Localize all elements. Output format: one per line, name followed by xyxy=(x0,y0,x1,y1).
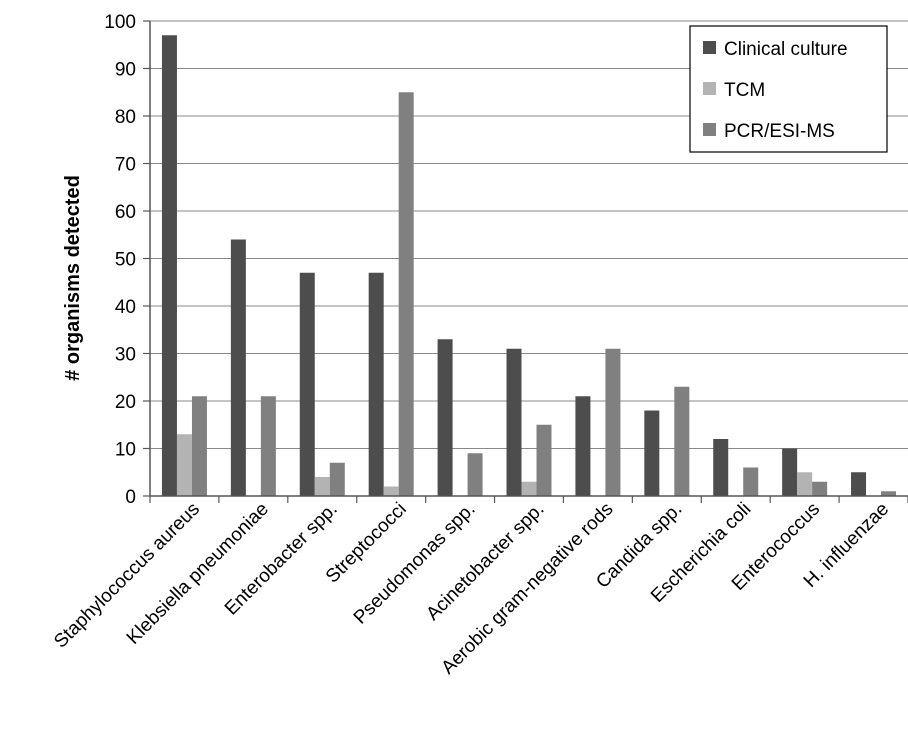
bar xyxy=(368,272,384,496)
bar xyxy=(191,396,207,496)
y-tick-label: 100 xyxy=(104,12,136,33)
bar xyxy=(605,348,621,496)
bar xyxy=(674,386,690,496)
legend-box xyxy=(689,25,888,153)
y-tick-label: 50 xyxy=(115,250,136,271)
y-axis-title: # organisms detected xyxy=(62,175,84,381)
gridlines xyxy=(150,20,908,449)
legend-label: Clinical culture xyxy=(724,39,848,60)
bar xyxy=(383,486,399,496)
bar xyxy=(812,481,828,496)
bar xyxy=(743,467,759,496)
legend-swatch xyxy=(703,123,716,136)
bar xyxy=(521,481,537,496)
y-tick-label: 20 xyxy=(115,392,136,413)
x-category-label: Acinetobacter spp. xyxy=(422,499,548,625)
y-tick-label: 10 xyxy=(115,440,136,461)
bar xyxy=(437,339,453,496)
y-tick-label: 0 xyxy=(125,487,136,508)
bar xyxy=(176,434,192,496)
y-tick-label: 30 xyxy=(115,345,136,366)
legend-swatch xyxy=(703,82,716,95)
bar xyxy=(161,35,177,496)
legend-label: PCR/ESI-MS xyxy=(724,121,835,142)
bar xyxy=(260,396,276,496)
bar xyxy=(797,472,813,496)
y-tick-label: 90 xyxy=(115,60,136,81)
x-category-label: Klebsiella pneumoniae xyxy=(123,499,273,649)
bar xyxy=(230,239,246,496)
bar xyxy=(398,92,414,496)
bar xyxy=(329,462,345,496)
bar xyxy=(314,477,330,496)
y-tick-label: 40 xyxy=(115,297,136,318)
bar xyxy=(506,348,522,496)
x-category-label: Pseudomonas spp. xyxy=(350,499,480,629)
y-tick-label: 80 xyxy=(115,107,136,128)
bar xyxy=(644,410,660,496)
legend-swatch xyxy=(703,41,716,54)
bars xyxy=(161,35,897,496)
bar xyxy=(782,448,798,496)
axes xyxy=(143,20,908,503)
bar xyxy=(713,439,729,496)
bar xyxy=(536,424,552,496)
y-tick-label: 60 xyxy=(115,202,136,223)
bar xyxy=(299,272,315,496)
legend-label: TCM xyxy=(724,80,765,101)
y-tick-labels: 0 10 20 30 40 50 60 70 80 90 100 xyxy=(104,12,136,508)
bar xyxy=(575,396,591,496)
y-tick-label: 70 xyxy=(115,155,136,176)
bar xyxy=(881,491,897,496)
bar xyxy=(851,472,867,496)
bar xyxy=(467,453,483,496)
legend: Clinical culture TCM PCR/ESI-MS xyxy=(689,25,888,153)
